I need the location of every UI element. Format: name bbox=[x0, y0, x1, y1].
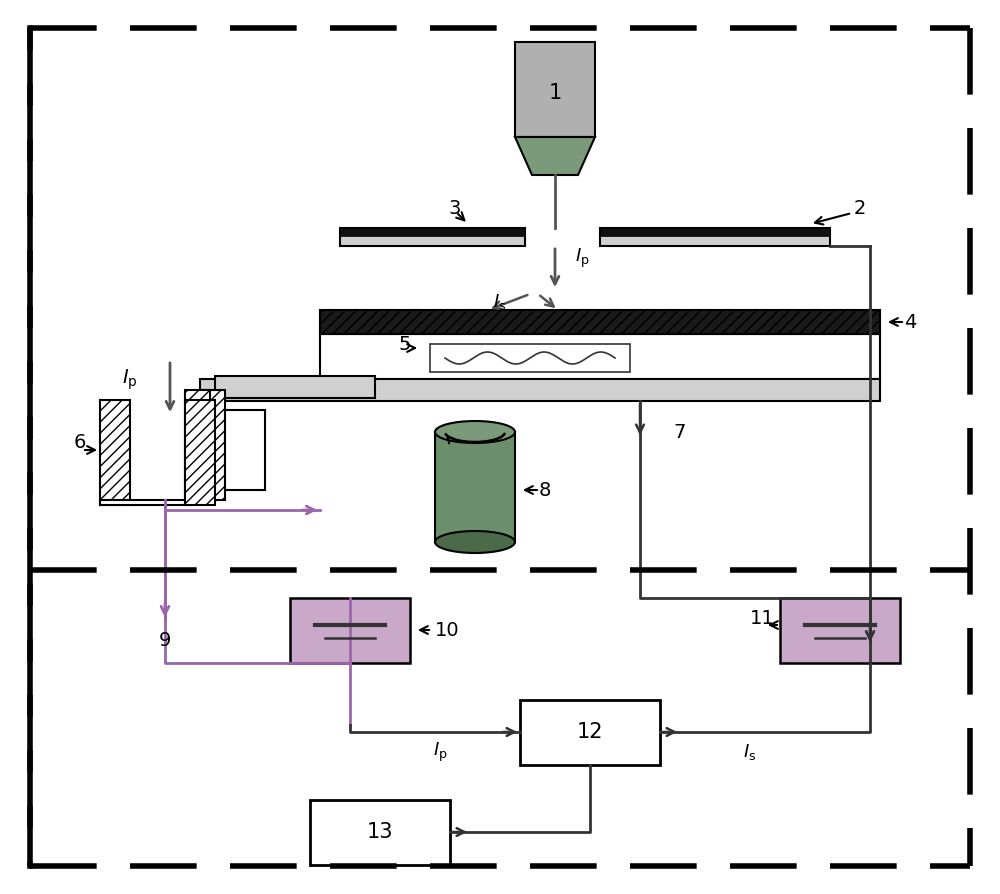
Bar bbox=[185, 400, 215, 505]
Text: $I_{\rm p}$: $I_{\rm p}$ bbox=[122, 367, 138, 392]
Bar bbox=[780, 598, 900, 663]
Bar bbox=[185, 390, 210, 500]
Text: 3: 3 bbox=[449, 198, 461, 217]
Bar bbox=[200, 390, 225, 500]
Text: 4: 4 bbox=[904, 313, 916, 332]
Polygon shape bbox=[515, 137, 595, 175]
Bar bbox=[100, 500, 190, 505]
Text: 8: 8 bbox=[539, 480, 551, 500]
Bar bbox=[600, 228, 830, 246]
Text: $I_{\rm s}$: $I_{\rm s}$ bbox=[493, 292, 507, 312]
Text: 10: 10 bbox=[435, 620, 460, 639]
Text: $I_{\rm p}$: $I_{\rm p}$ bbox=[433, 740, 447, 763]
Text: 13: 13 bbox=[367, 822, 393, 842]
Text: 7: 7 bbox=[674, 423, 686, 442]
Bar bbox=[100, 400, 130, 505]
Bar bbox=[340, 228, 525, 236]
Bar bbox=[600, 228, 830, 236]
Bar bbox=[430, 344, 630, 372]
Text: 12: 12 bbox=[577, 722, 603, 742]
Text: $I_{\rm p}$: $I_{\rm p}$ bbox=[575, 247, 590, 270]
Text: 9: 9 bbox=[159, 630, 171, 650]
Text: 2: 2 bbox=[854, 198, 866, 217]
Bar bbox=[215, 376, 375, 398]
Bar bbox=[435, 432, 515, 542]
Text: $I_{\rm s}$: $I_{\rm s}$ bbox=[743, 742, 757, 762]
Text: 6: 6 bbox=[74, 433, 86, 451]
Bar bbox=[515, 42, 595, 137]
Bar bbox=[310, 800, 450, 865]
Bar bbox=[290, 598, 410, 663]
Bar bbox=[320, 334, 880, 379]
Bar bbox=[340, 228, 525, 246]
Text: 11: 11 bbox=[750, 609, 775, 628]
Bar bbox=[520, 700, 660, 765]
Text: 1: 1 bbox=[548, 83, 562, 103]
Ellipse shape bbox=[435, 531, 515, 553]
Ellipse shape bbox=[435, 421, 515, 443]
Bar bbox=[320, 310, 880, 334]
Text: 5: 5 bbox=[399, 335, 411, 355]
Bar bbox=[225, 410, 265, 490]
Bar bbox=[200, 379, 880, 401]
